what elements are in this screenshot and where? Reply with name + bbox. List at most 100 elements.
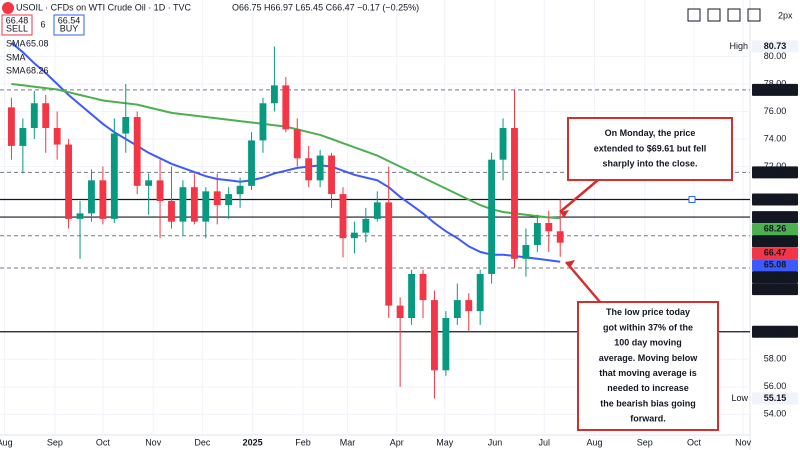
x-tick-label: Nov <box>145 437 162 447</box>
candle-body <box>545 223 553 232</box>
indicator-name: SMA <box>6 65 26 75</box>
candle-body <box>396 305 404 318</box>
candle-body <box>42 103 50 129</box>
sell-button[interactable] <box>1 14 33 36</box>
callout-text: On Monday, the price <box>605 128 696 138</box>
y-tick-label: 56.00 <box>764 381 787 391</box>
candle-body <box>65 144 73 219</box>
candle-body <box>533 223 541 246</box>
callout-arrow <box>559 179 599 213</box>
candle-body <box>8 107 15 146</box>
callout-arrowhead <box>566 260 575 268</box>
price-label: 65.08 <box>764 259 787 269</box>
x-tick-label: Apr <box>390 437 404 447</box>
chart-title: USOIL · CFDs on WTI Crude Oil · 1D · TVC <box>16 2 192 12</box>
price-label-bg <box>752 193 798 206</box>
candle-body <box>282 85 290 130</box>
price-label-bg <box>752 83 798 96</box>
price-tag: High <box>729 41 748 51</box>
x-tick-label: Sep <box>47 437 63 447</box>
candle-body <box>145 180 153 186</box>
candle-body <box>499 128 507 160</box>
candle-body <box>442 317 450 371</box>
callout-arrowhead <box>560 210 569 218</box>
x-tick-label: Oct <box>96 437 111 447</box>
level-handle <box>688 195 696 203</box>
candle-body <box>511 128 518 259</box>
candle-body <box>556 231 564 243</box>
candle-body <box>408 273 416 318</box>
toolbar-button[interactable] <box>707 8 721 22</box>
callout-text: 100 day moving <box>614 338 682 348</box>
x-tick-label: Jul <box>538 437 550 447</box>
price-label: 68.26 <box>764 223 787 233</box>
candle-body <box>465 300 473 312</box>
price-label: 66.47 <box>764 247 787 257</box>
callout-text: got within 37% of the <box>603 322 693 332</box>
price-label-bg <box>752 259 798 272</box>
callout-text: extended to $69.61 but fell <box>594 143 707 153</box>
candle-body <box>293 129 301 159</box>
buy-button[interactable] <box>53 14 85 36</box>
candle-body <box>99 180 107 219</box>
price-label-bg <box>752 40 798 53</box>
candle-body <box>488 159 496 274</box>
callout-text: forward. <box>630 414 666 424</box>
candle-body <box>350 232 358 239</box>
callout-text: The low price today <box>606 307 690 317</box>
callout-text: needed to increase <box>607 383 689 393</box>
price-label: 68.33 <box>764 211 787 221</box>
candle-body <box>522 245 530 259</box>
candle-body <box>225 194 233 206</box>
toolbar-text: 2px <box>778 10 793 20</box>
candle-body <box>156 180 164 201</box>
x-tick-label: Nov <box>735 437 752 447</box>
x-tick-label: Aug <box>0 437 13 447</box>
candle-body <box>213 191 221 206</box>
candle-body <box>305 158 313 181</box>
x-tick-label: Mar <box>340 437 356 447</box>
candle-body <box>385 202 393 306</box>
x-tick-label: Dec <box>194 437 211 447</box>
candle-body <box>270 85 278 104</box>
price-label-bg <box>752 325 798 338</box>
candle-body <box>431 300 438 371</box>
candle-body <box>373 202 381 219</box>
candle-body <box>110 133 118 219</box>
candle-body <box>362 218 370 233</box>
toolbar-button[interactable] <box>727 8 741 22</box>
toolbar-button[interactable] <box>747 8 761 22</box>
price-label: 60.00 <box>764 326 787 336</box>
callout-text: the bearish bias going <box>600 398 696 408</box>
candle-body <box>168 200 175 222</box>
price-label: 71.58 <box>764 167 787 177</box>
y-tick-label: 54.00 <box>764 409 787 419</box>
price-label-bg <box>752 283 798 296</box>
symbol-logo <box>2 2 14 14</box>
price-label-bg <box>752 223 798 236</box>
indicator-name: SMA <box>6 38 26 48</box>
price-label: 80.73 <box>764 41 787 51</box>
x-tick-label: Oct <box>687 437 702 447</box>
y-tick-label: 74.00 <box>764 133 787 143</box>
callout-box <box>567 117 733 181</box>
y-tick-label: 72.00 <box>764 161 787 171</box>
candle-body <box>236 185 244 195</box>
toolbar-button[interactable] <box>687 8 701 22</box>
indicator-value: 65.08 <box>26 38 49 48</box>
candle-body <box>316 155 324 181</box>
candle-body <box>453 300 461 318</box>
ohlc-legend: O66.75 H66.97 L65.45 C66.47 −0.17 (−0.25… <box>232 2 419 12</box>
buy-label: BUY <box>60 23 79 33</box>
price-label-bg <box>752 211 798 224</box>
candle-body <box>76 213 84 219</box>
indicator-name: SMA <box>6 52 26 62</box>
x-tick-label: Aug <box>587 437 603 447</box>
candle-body <box>30 103 38 129</box>
price-label: 63.97 <box>764 283 787 293</box>
callout-box <box>577 301 719 431</box>
candle-body <box>122 117 130 134</box>
price-label-bg <box>752 392 798 405</box>
price-label: 69.61 <box>764 194 787 204</box>
price-label-bg <box>752 247 798 260</box>
